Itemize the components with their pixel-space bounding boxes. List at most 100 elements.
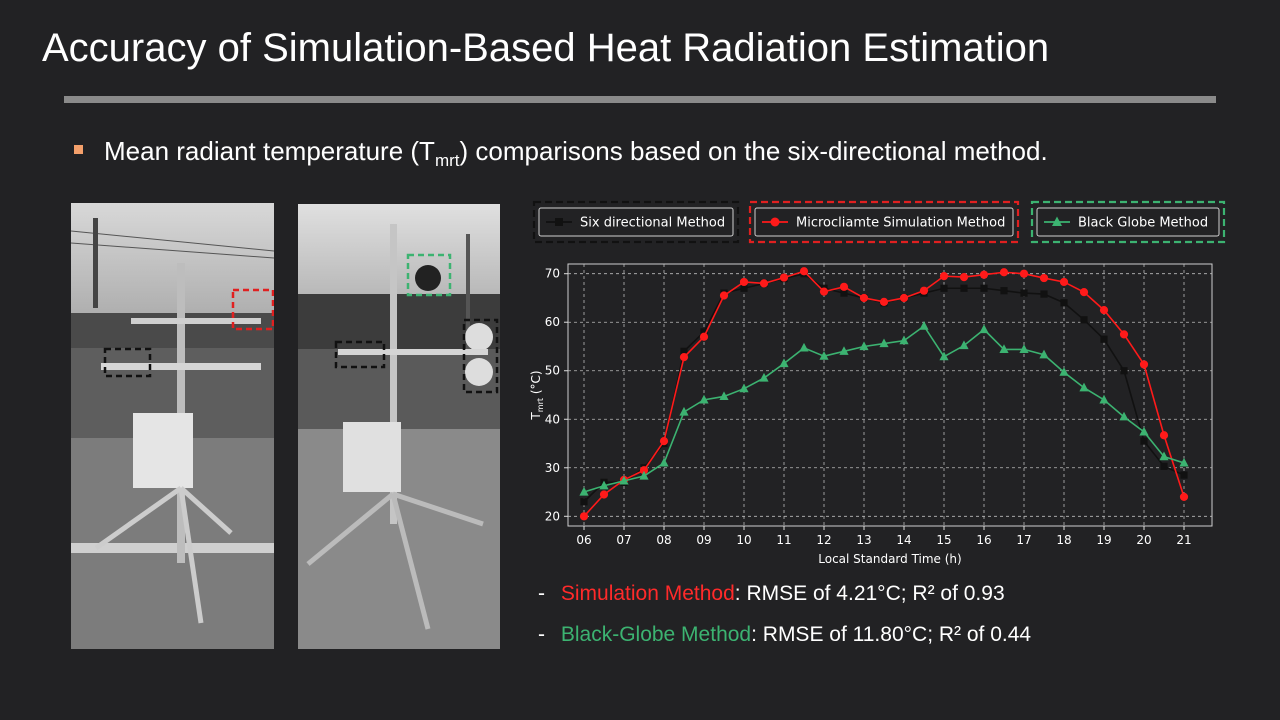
- title-divider: [64, 96, 1216, 103]
- data-point-square: [960, 284, 968, 292]
- data-point-square: [840, 289, 848, 297]
- data-point-triangle: [699, 394, 709, 404]
- data-point-triangle: [719, 391, 729, 401]
- stat-line-simulation: - Simulation Method: RMSE of 4.21°C; R² …: [538, 582, 1005, 606]
- x-tick-label: 18: [1056, 533, 1071, 547]
- data-point-square: [580, 498, 588, 506]
- data-point-triangle: [879, 338, 889, 348]
- x-tick-label: 19: [1096, 533, 1111, 547]
- data-point-triangle: [899, 335, 909, 345]
- data-point-circle: [770, 217, 780, 227]
- data-point-circle: [1099, 305, 1109, 315]
- x-tick-label: 11: [776, 533, 791, 547]
- data-point-circle: [759, 279, 769, 288]
- x-axis-label: Local Standard Time (h): [818, 552, 961, 566]
- stat-dash: -: [538, 582, 545, 605]
- data-point-circle: [1019, 269, 1029, 278]
- y-tick-label: 50: [545, 364, 560, 378]
- data-point-circle: [859, 293, 869, 303]
- bullet-text-post: ) comparisons based on the six-direction…: [459, 136, 1048, 166]
- stat-method-name: Simulation Method: [560, 582, 735, 605]
- data-point-square: [1160, 462, 1168, 470]
- data-point-square: [1020, 289, 1028, 297]
- x-tick-label: 14: [896, 533, 911, 547]
- data-point-square: [1000, 287, 1008, 295]
- data-point-triangle: [799, 342, 809, 352]
- data-point-square: [740, 284, 748, 292]
- data-point-triangle: [839, 346, 849, 355]
- data-point-triangle: [759, 372, 769, 382]
- bullet-text-pre: Mean radiant temperature (T: [104, 136, 435, 166]
- stat-values: : RMSE of 4.21°C; R² of 0.93: [734, 582, 1005, 605]
- plot-frame: [567, 263, 1213, 527]
- data-point-circle: [579, 512, 589, 521]
- data-point-triangle: [1179, 457, 1189, 467]
- data-point-circle: [1119, 330, 1129, 339]
- data-point-circle: [999, 268, 1009, 277]
- x-tick-label: 10: [736, 533, 751, 547]
- data-point-circle: [799, 267, 809, 276]
- data-point-triangle: [919, 321, 929, 330]
- data-point-square: [555, 218, 563, 226]
- bullet-text-sub: mrt: [434, 151, 460, 171]
- data-point-circle: [1139, 360, 1149, 369]
- y-tick-label: 40: [545, 412, 560, 426]
- data-point-circle: [979, 270, 989, 279]
- legend-label: Six directional Method: [580, 216, 725, 231]
- data-point-square: [700, 328, 708, 336]
- data-point-square: [1080, 316, 1088, 324]
- data-point-triangle: [1139, 426, 1149, 436]
- x-tick-label: 06: [576, 533, 591, 547]
- x-tick-label: 07: [616, 533, 631, 547]
- data-point-square: [1060, 299, 1068, 307]
- legend-item-1: Six directional Method: [532, 200, 740, 244]
- legend-label: Black Globe Method: [1078, 216, 1208, 231]
- data-point-triangle: [959, 340, 969, 350]
- data-point-triangle: [619, 475, 629, 485]
- data-point-circle: [1179, 492, 1189, 501]
- x-tick-label: 09: [696, 533, 711, 547]
- data-point-circle: [819, 287, 829, 296]
- data-point-circle: [699, 332, 709, 341]
- data-point-square: [940, 284, 948, 292]
- data-point-circle: [739, 277, 749, 287]
- data-point-triangle: [1099, 394, 1109, 404]
- photo-weather-station-1: [71, 203, 274, 649]
- slide-title: Accuracy of Simulation-Based Heat Radiat…: [42, 26, 1050, 70]
- y-tick-label: 20: [545, 509, 560, 523]
- data-point-triangle: [1159, 451, 1169, 461]
- x-tick-label: 12: [816, 533, 831, 547]
- data-point-square: [1140, 437, 1148, 445]
- bullet-square-icon: [74, 145, 83, 154]
- data-point-square: [980, 284, 988, 292]
- data-point-square: [1100, 335, 1108, 343]
- data-point-circle: [959, 273, 969, 282]
- data-point-square: [1180, 471, 1188, 479]
- data-point-circle: [639, 466, 649, 475]
- data-point-triangle: [599, 480, 609, 490]
- legend-item-2: Microcliamte Simulation Method: [748, 200, 1020, 244]
- x-tick-label: 15: [936, 533, 951, 547]
- data-point-triangle: [639, 470, 649, 480]
- data-point-triangle: [1119, 411, 1129, 421]
- x-tick-label: 08: [656, 533, 671, 547]
- series-3: [579, 321, 1189, 496]
- data-point-triangle: [739, 383, 749, 393]
- data-point-circle: [1079, 288, 1089, 297]
- data-point-triangle: [1079, 382, 1089, 392]
- y-tick-label: 70: [545, 267, 560, 281]
- data-point-triangle: [779, 358, 789, 368]
- data-point-circle: [659, 436, 669, 446]
- data-point-circle: [1159, 431, 1169, 440]
- data-point-circle: [899, 293, 909, 303]
- stat-line-black-globe: - Black-Globe Method: RMSE of 11.80°C; R…: [538, 623, 1031, 647]
- data-point-circle: [1039, 273, 1049, 283]
- data-point-circle: [879, 297, 889, 306]
- stat-dash: -: [538, 623, 545, 646]
- data-point-triangle: [1059, 367, 1069, 376]
- bullet-text: Mean radiant temperature (Tmrt) comparis…: [104, 136, 1048, 171]
- data-point-triangle: [1052, 216, 1062, 226]
- data-point-triangle: [679, 406, 689, 416]
- data-point-circle: [1059, 277, 1069, 287]
- legend-highlight-box: [532, 200, 740, 244]
